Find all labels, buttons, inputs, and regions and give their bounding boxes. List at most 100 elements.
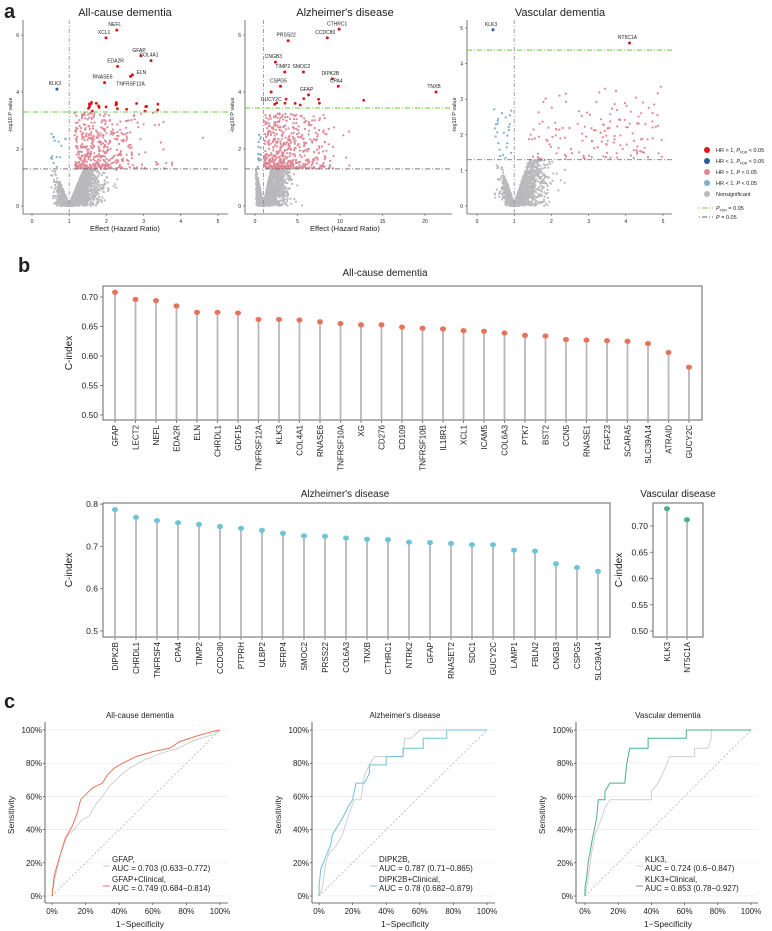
point-labeled bbox=[337, 27, 341, 31]
x-tick-label: 0 bbox=[476, 219, 479, 225]
point-hr-gt1-p bbox=[272, 140, 275, 143]
point-labeled bbox=[103, 81, 107, 85]
point-hr-gt1-p bbox=[320, 145, 323, 148]
point-label: GFAP bbox=[300, 87, 314, 93]
point-hr-gt1-p bbox=[116, 123, 119, 126]
point-hr-gt1-p bbox=[102, 146, 105, 149]
y-tick-label: 4 bbox=[238, 90, 241, 96]
point-hr-gt1-p bbox=[300, 135, 303, 138]
point-hr-gt1-p bbox=[272, 145, 275, 148]
point-hr-gt1-p bbox=[303, 141, 306, 144]
point-nonsignificant bbox=[54, 194, 57, 197]
point-hr-gt1-fdr bbox=[156, 108, 160, 112]
point-nonsignificant bbox=[79, 187, 82, 190]
point-nonsignificant bbox=[86, 193, 89, 196]
point-hr-gt1-p bbox=[83, 128, 87, 131]
point-nonsignificant bbox=[286, 200, 289, 203]
point-hr-gt1-p bbox=[73, 112, 76, 115]
point-nonsignificant bbox=[548, 200, 551, 203]
point-hr-gt1-p bbox=[329, 159, 332, 162]
point-nonsignificant bbox=[93, 183, 96, 186]
point-hr-gt1-p bbox=[75, 138, 78, 141]
point-hr-gt1-p bbox=[281, 115, 284, 118]
point-nonsignificant bbox=[72, 198, 75, 201]
point-hr-gt1-p bbox=[159, 141, 162, 144]
point-hr-gt1-p bbox=[111, 161, 114, 164]
point-hr-lt1-p bbox=[257, 153, 260, 156]
point-nonsignificant bbox=[275, 180, 278, 183]
point-hr-gt1-p bbox=[289, 167, 292, 170]
point-hr-gt1-p bbox=[132, 114, 135, 117]
point-hr-gt1-p bbox=[113, 161, 116, 164]
point-hr-gt1-p bbox=[268, 129, 271, 132]
point-nonsignificant bbox=[268, 190, 272, 193]
point-label: PRSS22 bbox=[277, 33, 296, 39]
point-hr-gt1-p bbox=[322, 161, 325, 164]
point-label: TNFRSF12A bbox=[116, 81, 145, 87]
point-nonsignificant bbox=[93, 194, 96, 197]
point-hr-lt1-p bbox=[53, 139, 56, 142]
point-hr-gt1-p bbox=[273, 165, 276, 168]
point-nonsignificant bbox=[96, 198, 99, 201]
point-hr-gt1-p bbox=[280, 166, 284, 169]
point-hr-gt1-p bbox=[269, 117, 272, 120]
point-nonsignificant bbox=[71, 204, 74, 207]
point-hr-gt1-p bbox=[270, 165, 273, 168]
point-hr-gt1-p bbox=[263, 142, 267, 145]
point-hr-gt1-p bbox=[170, 163, 174, 166]
point-hr-gt1-p bbox=[90, 112, 93, 115]
point-nonsignificant bbox=[100, 174, 103, 177]
point-hr-gt1-p bbox=[264, 153, 267, 156]
point-nonsignificant bbox=[81, 172, 84, 175]
point-hr-gt1-p bbox=[88, 128, 91, 131]
point-nonsignificant bbox=[116, 178, 119, 181]
point-hr-gt1-p bbox=[80, 155, 83, 158]
point-nonsignificant bbox=[73, 190, 76, 193]
point-hr-gt1-p bbox=[282, 132, 285, 135]
point-hr-gt1-p bbox=[127, 119, 130, 122]
point-nonsignificant bbox=[88, 193, 91, 196]
point-nonsignificant bbox=[52, 178, 56, 181]
point-hr-gt1-p bbox=[106, 126, 109, 129]
point-label: KLK3 bbox=[49, 81, 61, 87]
point-hr-gt1-p bbox=[274, 137, 277, 140]
point-nonsignificant bbox=[281, 175, 284, 178]
point-hr-gt1-p bbox=[98, 113, 102, 116]
point-nonsignificant bbox=[74, 187, 78, 190]
point-hr-gt1-p bbox=[322, 113, 325, 117]
point-hr-gt1-p bbox=[293, 149, 296, 152]
point-nonsignificant bbox=[50, 174, 53, 177]
point-nonsignificant bbox=[276, 172, 279, 175]
point-hr-gt1-p bbox=[165, 161, 168, 165]
point-hr-gt1-p bbox=[267, 143, 270, 146]
point-hr-gt1-p bbox=[297, 161, 300, 164]
point-labeled bbox=[434, 90, 438, 94]
point-hr-gt1-p bbox=[332, 145, 335, 149]
point-hr-gt1-p bbox=[100, 121, 103, 124]
point-nonsignificant bbox=[268, 204, 271, 208]
point-nonsignificant bbox=[274, 184, 277, 187]
point-hr-gt1-p bbox=[289, 138, 292, 141]
point-hr-gt1-p bbox=[79, 130, 82, 133]
x-tick-label: 5 bbox=[217, 219, 220, 225]
point-hr-gt1-p bbox=[81, 163, 84, 167]
point-hr-gt1-p bbox=[279, 126, 282, 129]
x-axis-label: Effect (Hazard Ratio) bbox=[310, 224, 380, 233]
point-hr-gt1-p bbox=[311, 119, 314, 122]
point-nonsignificant bbox=[97, 200, 100, 203]
point-hr-gt1-fdr bbox=[104, 105, 108, 109]
point-hr-gt1-p bbox=[299, 114, 302, 117]
point-hr-gt1-p bbox=[140, 167, 143, 170]
point-nonsignificant bbox=[100, 199, 103, 202]
y-tick-label: 4 bbox=[460, 62, 463, 68]
point-nonsignificant bbox=[267, 196, 270, 199]
point-hr-gt1-p bbox=[118, 153, 121, 156]
point-nonsignificant bbox=[92, 203, 95, 206]
point-hr-gt1-p bbox=[107, 148, 110, 151]
point-hr-gt1-p bbox=[126, 137, 129, 140]
point-nonsignificant bbox=[301, 204, 304, 207]
point-hr-gt1-p bbox=[288, 152, 291, 155]
point-hr-gt1-p bbox=[316, 133, 319, 136]
point-hr-gt1-p bbox=[140, 112, 143, 115]
point-hr-gt1-p bbox=[93, 155, 96, 158]
